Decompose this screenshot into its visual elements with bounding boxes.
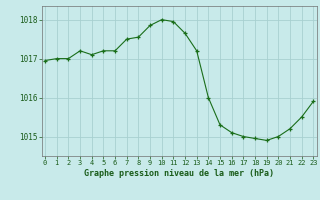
X-axis label: Graphe pression niveau de la mer (hPa): Graphe pression niveau de la mer (hPa) bbox=[84, 169, 274, 178]
